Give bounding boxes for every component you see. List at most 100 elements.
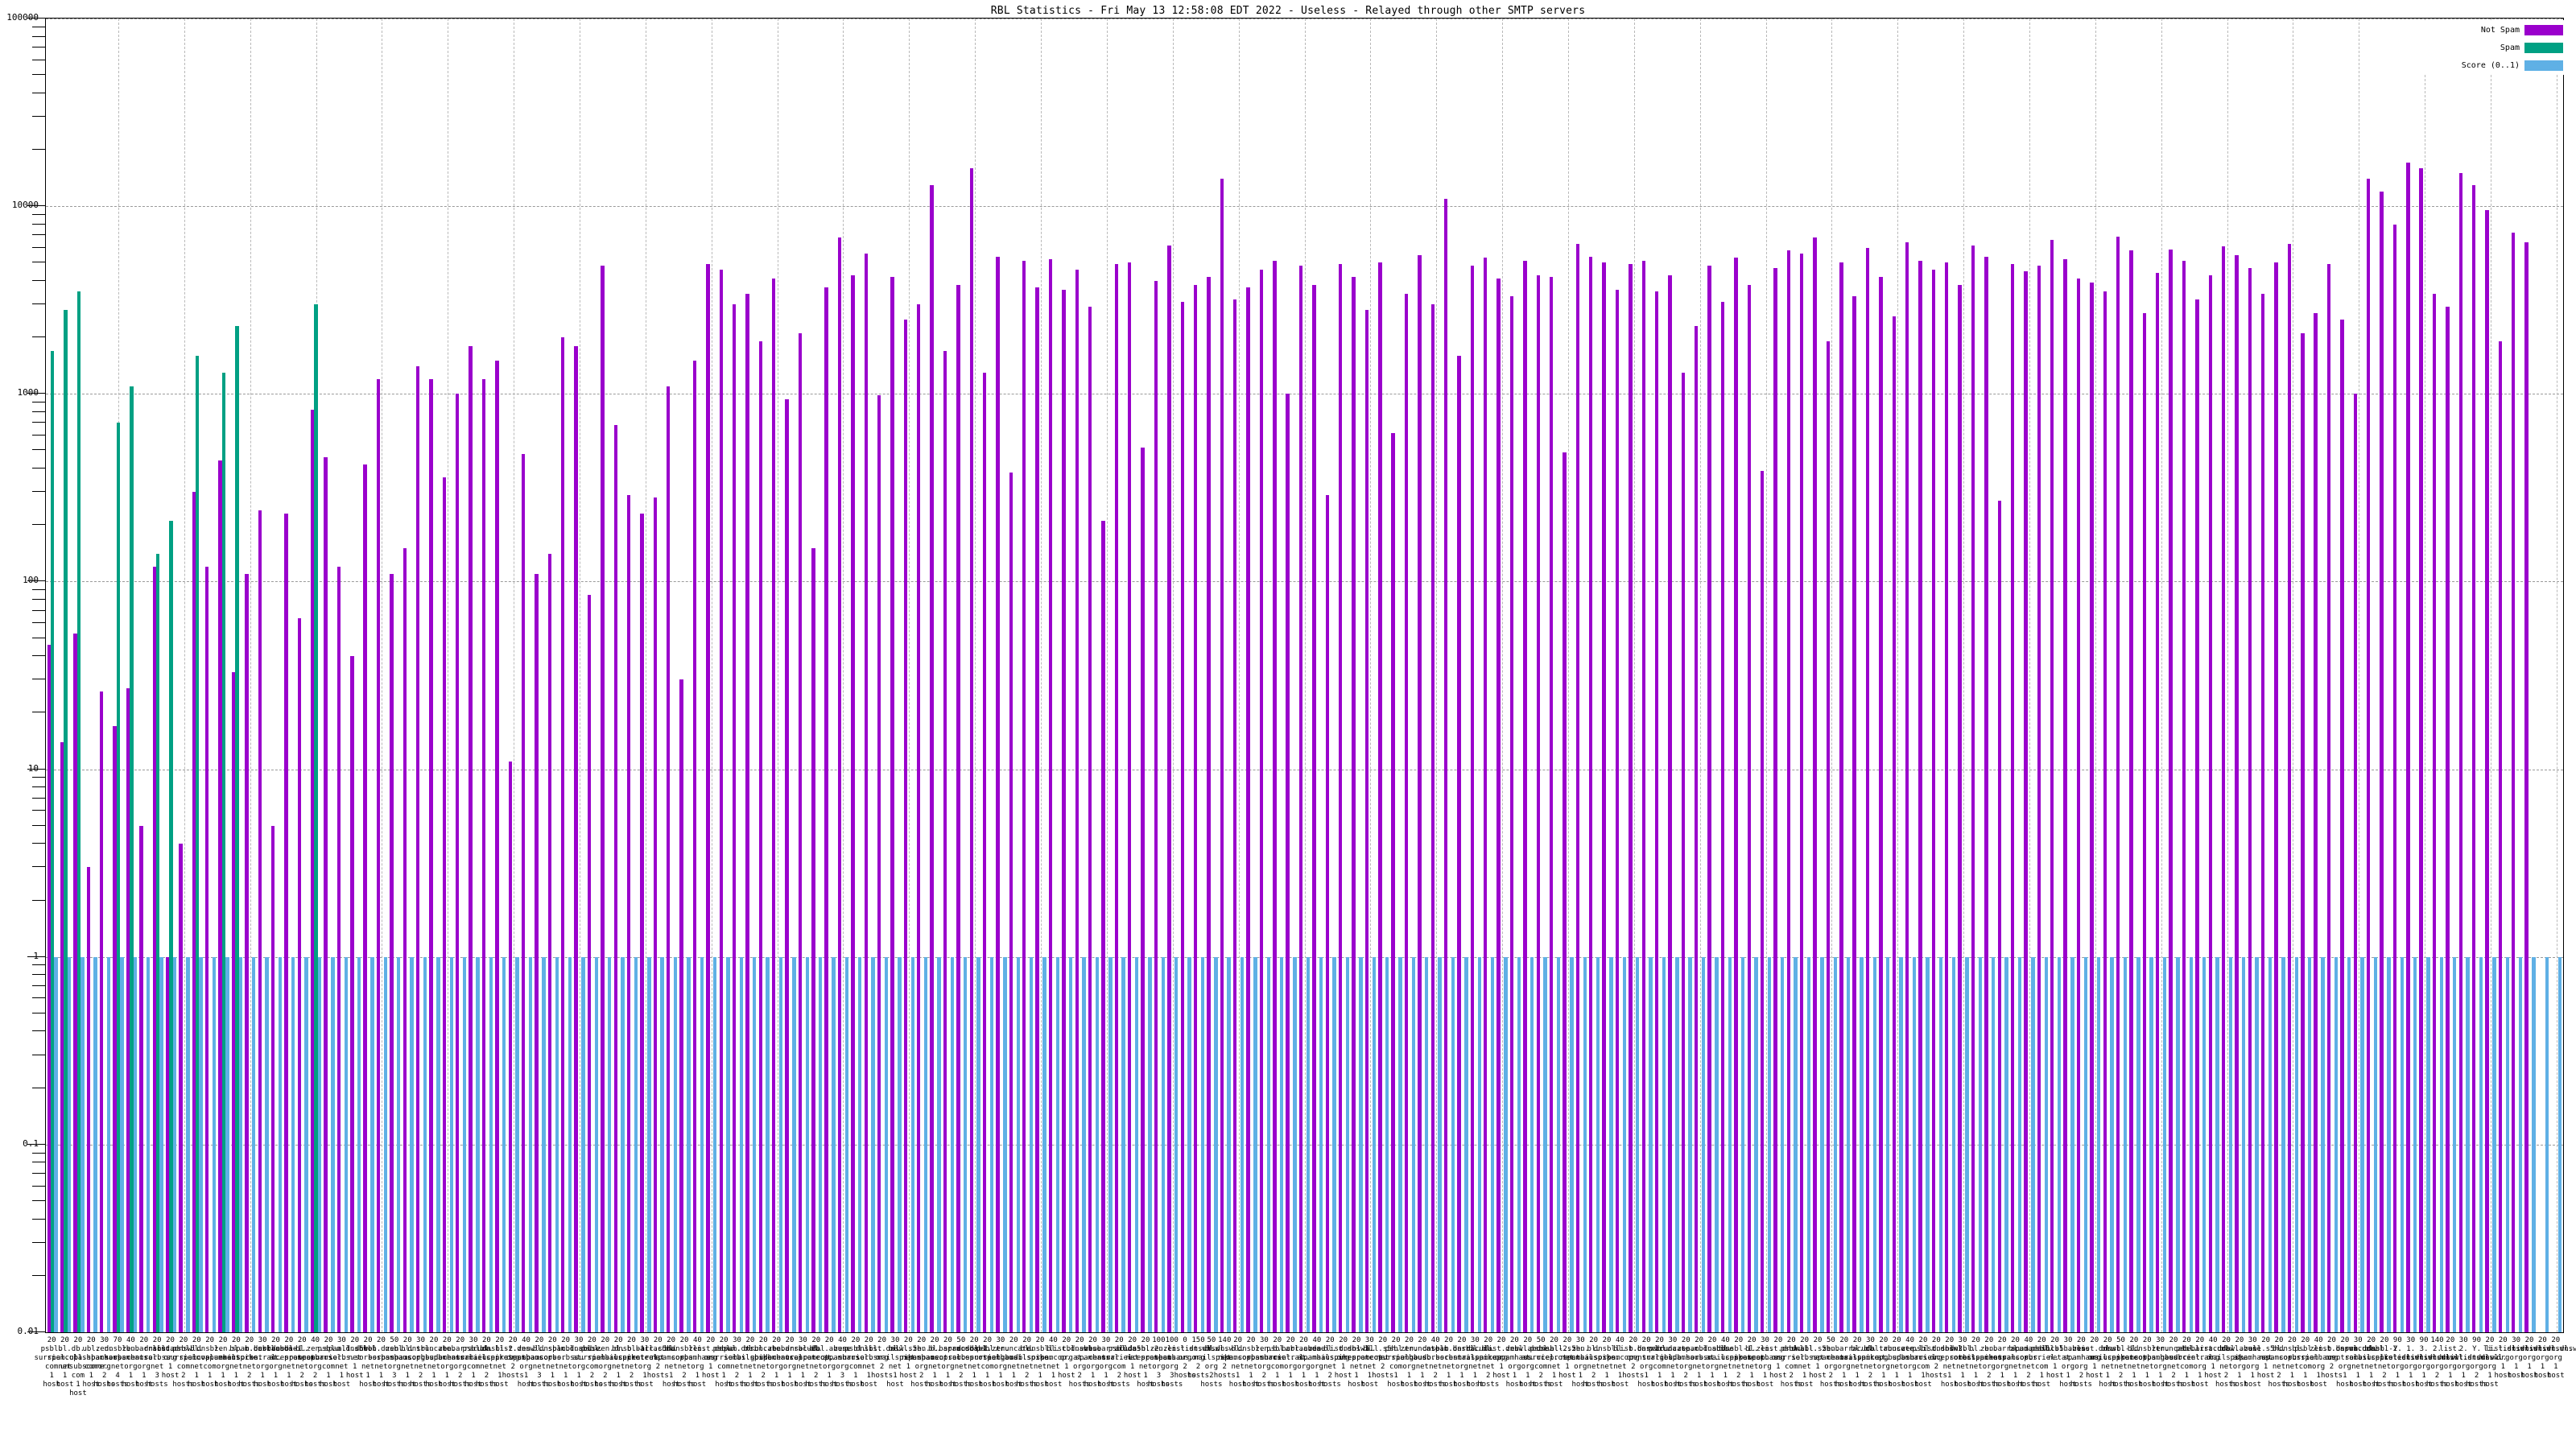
x-axis-tick-label-line: net <box>1864 1363 1877 1371</box>
x-axis-tick-label-line: 50 <box>1536 1336 1546 1344</box>
x-axis-tick-label-line: spamhaus. <box>1141 1354 1181 1362</box>
x-axis-tick-label-line: net <box>1600 1363 1614 1371</box>
x-axis-tick-label-line: central. <box>126 1354 162 1362</box>
x-axis-tick-label-line: host <box>464 1381 482 1389</box>
bar-group <box>1298 19 1311 1332</box>
x-axis-tick-label-line: all.s5h. <box>2037 1345 2073 1353</box>
x-axis-tick-label: 30 2. list.dnswl. org 1 host <box>2446 1336 2494 1389</box>
bar-score <box>1359 956 1363 1332</box>
x-axis-tick-label-line: host <box>345 1372 364 1380</box>
x-axis-tick-label-line: cbl.abuse <box>811 1345 851 1353</box>
x-axis-tick-label-line: 2 <box>2329 1363 2334 1371</box>
bar-group <box>2235 19 2246 1332</box>
bar-score <box>1055 956 1060 1332</box>
x-axis-tick-label-line: 2 <box>2118 1372 2124 1380</box>
bar-score <box>2492 956 2496 1332</box>
x-axis-tick-label-line: 20 <box>2077 1336 2086 1344</box>
bar-not-spam <box>1892 316 1896 1332</box>
x-axis-tick-label: 20 all.s5h. net 1 host <box>1115 1336 1150 1381</box>
x-axis-tick-label-line: psbl. <box>844 1345 867 1353</box>
x-axis-tick-label-line: 1 <box>1762 1372 1768 1380</box>
x-axis-tick-label-line: spamhaus. <box>824 1354 865 1362</box>
x-axis-tick-label-line: 20 <box>535 1336 544 1344</box>
bar-group <box>1602 19 1613 1332</box>
bar-score <box>462 956 467 1332</box>
x-axis-tick-label-line: 20 <box>482 1336 491 1344</box>
x-axis-tick-label-line: org <box>1771 1354 1785 1362</box>
x-axis-tick-label-line: list.dnswl. <box>1484 1345 1532 1353</box>
x-axis-tick-label-line: list.dnswl. <box>2537 1345 2576 1353</box>
x-axis-tick-label-line: host <box>556 1381 575 1389</box>
x-axis-tick-label: 20 zen. spamhaus. org 1 host <box>205 1336 245 1389</box>
x-axis-tick-label-line: dnsbl. <box>354 1345 382 1353</box>
bar-group <box>1695 19 1706 1332</box>
x-axis-tick-label-line: spamcop. <box>917 1354 952 1362</box>
x-axis-tick-label-line: host <box>266 1381 285 1389</box>
y-axis-tick-label: 0.1 <box>23 1137 39 1149</box>
bar-score <box>1029 956 1034 1332</box>
bar-score <box>489 956 493 1332</box>
x-axis-tick-label: 30 zen. spamhaus. org 1 host <box>2143 1336 2182 1389</box>
bar-score <box>1214 956 1218 1332</box>
x-axis-tick-label-line: 20 <box>231 1336 241 1344</box>
y-axis-minor-tick <box>32 589 45 591</box>
bar-group <box>626 19 638 1332</box>
x-axis-tick-label-line: bl. <box>1744 1345 1759 1353</box>
x-axis-tick-label-line: net <box>1744 1363 1759 1371</box>
x-axis-tick-label-line: sorbs. <box>354 1354 382 1362</box>
bar-not-spam <box>481 378 486 1332</box>
bar-score <box>1781 956 1785 1332</box>
x-axis-tick-label-line: 2 <box>1381 1363 1385 1371</box>
bar-score <box>397 956 401 1332</box>
bar-not-spam <box>587 594 592 1332</box>
bar-group <box>982 19 994 1332</box>
bar-group <box>1589 19 1600 1332</box>
x-axis-tick-label-line: 1 <box>339 1372 345 1380</box>
bar-score <box>1016 956 1020 1332</box>
bar-not-spam <box>324 456 328 1332</box>
bar-score <box>1082 956 1086 1332</box>
x-axis-tick-label-line: bl. <box>58 1345 72 1353</box>
x-axis-tick-label: 20 bl. mailspike. net 1 host <box>733 1336 776 1389</box>
x-axis-tick-label-line: host <box>2441 1381 2459 1389</box>
x-axis-tick-label: 40 zen. spamhaus. org 2 hosts <box>298 1336 337 1389</box>
x-axis-tick-label-line: 1 <box>708 1363 713 1371</box>
x-axis-tick-label-line: dnsbl. <box>407 1345 434 1353</box>
x-axis-tick-label-line: hosts <box>1978 1381 2000 1389</box>
bar-score <box>2347 956 2351 1332</box>
bar-not-spam <box>2010 264 2015 1332</box>
bar-not-spam <box>1035 287 1039 1332</box>
x-axis-tick-label-line: 1 <box>616 1372 621 1380</box>
x-axis-tick-label-line: com <box>203 1363 217 1371</box>
x-axis-tick-label-line: host <box>2178 1381 2196 1389</box>
x-axis-tick-label-line: 20 <box>1945 1336 1955 1344</box>
bar-not-spam <box>245 573 249 1332</box>
x-axis-tick-label-line: host <box>1558 1372 1576 1380</box>
x-axis-tick-label-line: 2 <box>484 1372 489 1380</box>
x-axis-tick-label-line: dnswl. <box>2437 1354 2464 1362</box>
x-axis-tick-label-line: host <box>1598 1381 1616 1389</box>
bar-score <box>818 956 823 1332</box>
y-axis-minor-tick <box>32 435 45 436</box>
bar-not-spam <box>258 510 262 1332</box>
bar-group <box>877 19 889 1332</box>
x-axis-tick-label: 20 zen. spamhaus. org 1 host <box>759 1336 799 1389</box>
y-axis-tick-label: 10000 <box>11 200 39 211</box>
bar-score <box>1846 956 1851 1332</box>
bar-not-spam <box>1298 266 1303 1332</box>
x-axis-tick-label-line: list.dnswl. <box>495 1345 543 1353</box>
x-axis-tick-label-line: 1 <box>1420 1372 1425 1380</box>
x-axis-tick-label-line: gbudb. <box>1883 1354 1910 1362</box>
bar-group <box>561 19 572 1332</box>
bar-score <box>1253 956 1257 1332</box>
x-axis-tick-label-line: hosts <box>1161 1381 1183 1389</box>
x-axis-tick-label-line: all.s5h. <box>1550 1345 1585 1353</box>
bar-not-spam <box>1009 473 1013 1332</box>
x-axis-tick-label-line: com <box>2180 1363 2194 1371</box>
bar-group <box>2287 19 2298 1332</box>
x-axis-tick-label-line: list.dnswl. <box>2446 1354 2494 1362</box>
x-axis-tick-label-line: 40 <box>1312 1336 1322 1344</box>
vertical-gridline <box>1106 19 1108 1332</box>
x-axis-tick-label-line: host <box>2533 1372 2552 1380</box>
bar-not-spam <box>535 573 539 1332</box>
